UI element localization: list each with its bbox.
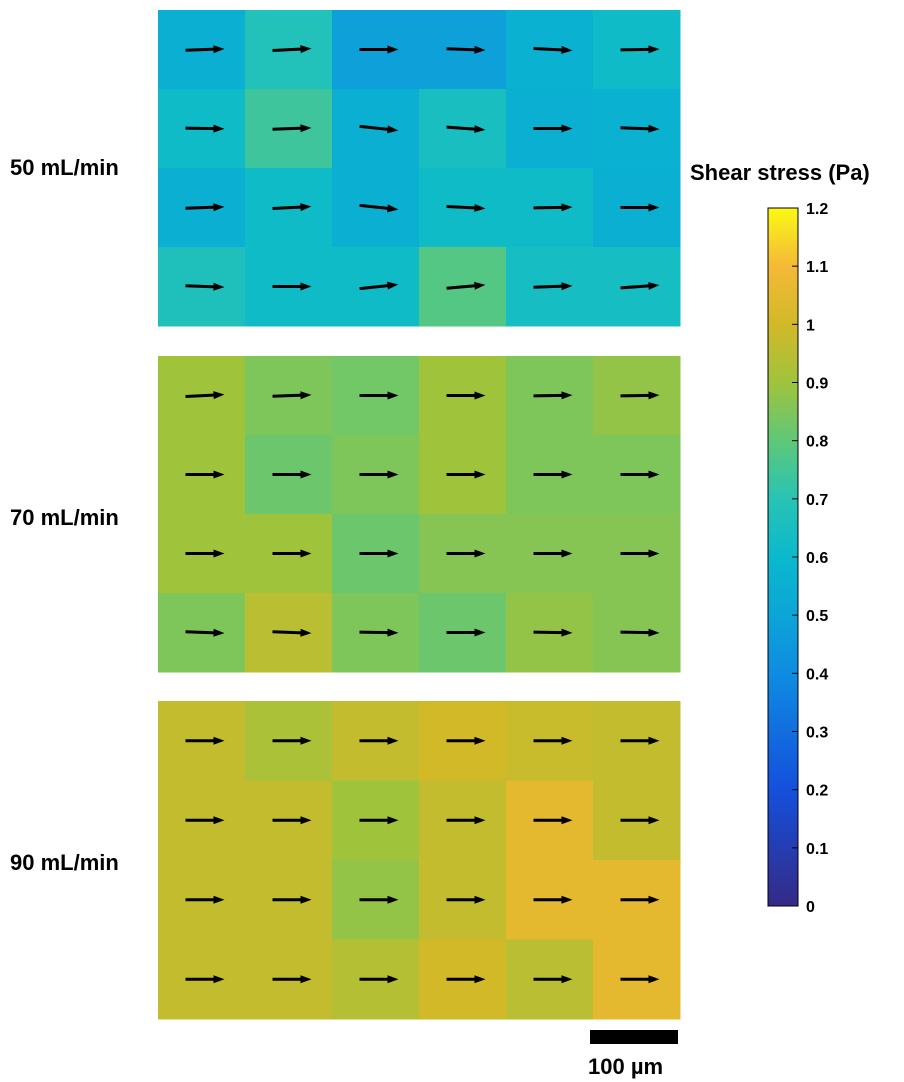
- flow-vector-arrow: [272, 282, 312, 291]
- colorbar-tick-label: 1.2: [806, 201, 828, 218]
- flow-vector-arrow: [533, 628, 573, 637]
- colorbar-ticks: 0 0.1 0.2 0.3 0.4 0.5 0.6 0.7 0.8 0.9 1 1.1 1.2: [792, 201, 828, 916]
- flow-vector-arrow: [533, 124, 573, 133]
- flow-vector-arrow: [185, 124, 225, 133]
- flow-vector-arrow: [359, 549, 399, 558]
- flow-vector-arrow: [446, 203, 486, 212]
- flow-vector-arrow: [359, 45, 399, 54]
- flow-vector-arrow: [185, 470, 225, 479]
- flow-vector-arrow: [533, 895, 573, 904]
- flow-vector-arrow: [185, 895, 225, 904]
- flow-vector-arrow: [446, 45, 486, 54]
- flow-vector-arrow: [446, 125, 486, 134]
- flow-vector-arrow: [272, 816, 312, 825]
- flow-vector-arrow: [272, 975, 312, 984]
- panel-label-90: 90 mL/min: [10, 850, 119, 875]
- flow-vector-arrow: [533, 391, 573, 400]
- flow-vector-arrow: [359, 281, 399, 291]
- flow-vector-arrow: [620, 895, 660, 904]
- flow-vector-arrow: [620, 391, 660, 400]
- heatmap-panels: [158, 10, 681, 1020]
- flow-vector-arrow: [533, 975, 573, 984]
- colorbar-tick-label: 1.1: [806, 259, 828, 276]
- flow-vector-arrow: [446, 391, 486, 400]
- flow-vector-arrow: [359, 975, 399, 984]
- panel-label-70: 70 mL/min: [10, 505, 119, 530]
- colorbar-tick-label: 0.2: [806, 783, 828, 800]
- colorbar-tick-label: 0.4: [806, 666, 828, 683]
- flow-vector-arrow: [272, 391, 312, 400]
- panel-label-50: 50 mL/min: [10, 155, 119, 180]
- flow-vector-arrow: [533, 45, 573, 54]
- flow-vector-arrow: [620, 628, 660, 637]
- flow-vector-arrow: [446, 975, 486, 984]
- flow-vector-arrow: [620, 45, 660, 54]
- flow-vector-arrow: [446, 736, 486, 745]
- flow-vector-arrow: [359, 203, 399, 213]
- flow-vector-arrow: [446, 816, 486, 825]
- heatmap-panel-2: [158, 701, 681, 1020]
- flow-vector-arrow: [620, 549, 660, 558]
- flow-vector-arrow: [359, 895, 399, 904]
- heatmap-panel-1: [158, 356, 681, 673]
- flow-vector-arrow: [272, 895, 312, 904]
- flow-vector-arrow: [272, 45, 312, 54]
- flow-vector-arrow: [446, 628, 486, 637]
- flow-vector-arrow: [185, 45, 225, 54]
- flow-vector-arrow: [620, 975, 660, 984]
- colorbar-tick-label: 0.8: [806, 434, 828, 451]
- flow-vector-arrow: [359, 470, 399, 479]
- flow-vector-arrow: [533, 549, 573, 558]
- colorbar-tick-label: 0.1: [806, 841, 828, 858]
- colorbar: Shear stress (Pa) 0 0.1 0.2 0.3 0.4 0.5 0.6 0.7…: [690, 160, 870, 916]
- flow-vector-arrow: [533, 816, 573, 825]
- flow-vector-arrow: [620, 124, 660, 133]
- flow-vector-arrow: [185, 549, 225, 558]
- scale-bar: 100 µm: [588, 1030, 678, 1079]
- flow-vector-arrow: [185, 282, 225, 291]
- flow-vector-arrow: [185, 391, 225, 400]
- flow-vector-arrow: [533, 282, 573, 291]
- flow-vector-arrow: [185, 203, 225, 212]
- flow-vector-arrow: [185, 816, 225, 825]
- colorbar-title: Shear stress (Pa): [690, 160, 870, 185]
- colorbar-tick-label: 0.6: [806, 550, 828, 567]
- flow-vector-arrow: [446, 549, 486, 558]
- colorbar-tick-label: 0.5: [806, 608, 828, 625]
- flow-vector-arrow: [272, 124, 312, 133]
- flow-vector-arrow: [620, 281, 660, 290]
- flow-vector-arrow: [446, 470, 486, 479]
- flow-vector-arrow: [620, 816, 660, 825]
- flow-vector-arrow: [620, 470, 660, 479]
- flow-vector-arrow: [272, 628, 312, 637]
- flow-vector-arrow: [533, 203, 573, 212]
- flow-vector-arrow: [359, 736, 399, 745]
- flow-vector-arrow: [620, 203, 660, 212]
- flow-vector-arrow: [185, 736, 225, 745]
- flow-vector-arrow: [272, 203, 312, 212]
- heatmap-panel-0: [158, 10, 681, 327]
- flow-vector-arrow: [533, 736, 573, 745]
- colorbar-tick-label: 0.9: [806, 376, 828, 393]
- flow-vector-arrow: [272, 549, 312, 558]
- flow-vector-arrow: [446, 895, 486, 904]
- flow-vector-arrow: [359, 124, 399, 134]
- flow-vector-arrow: [620, 736, 660, 745]
- colorbar-tick-label: 0.7: [806, 492, 828, 509]
- scale-bar-label: 100 µm: [588, 1054, 663, 1079]
- flow-vector-arrow: [185, 975, 225, 984]
- colorbar-tick-label: 0: [806, 899, 815, 916]
- flow-vector-arrow: [359, 628, 399, 637]
- flow-vector-arrow: [185, 628, 225, 637]
- colorbar-tick-label: 0.3: [806, 725, 828, 742]
- flow-vector-arrow: [359, 391, 399, 400]
- flow-vector-arrow: [272, 736, 312, 745]
- flow-vector-arrow: [272, 470, 312, 479]
- flow-vector-arrow: [446, 281, 486, 290]
- colorbar-tick-label: 1: [806, 317, 815, 334]
- flow-vector-arrow: [533, 470, 573, 479]
- flow-vector-arrow: [359, 816, 399, 825]
- scale-bar-line: [590, 1030, 678, 1044]
